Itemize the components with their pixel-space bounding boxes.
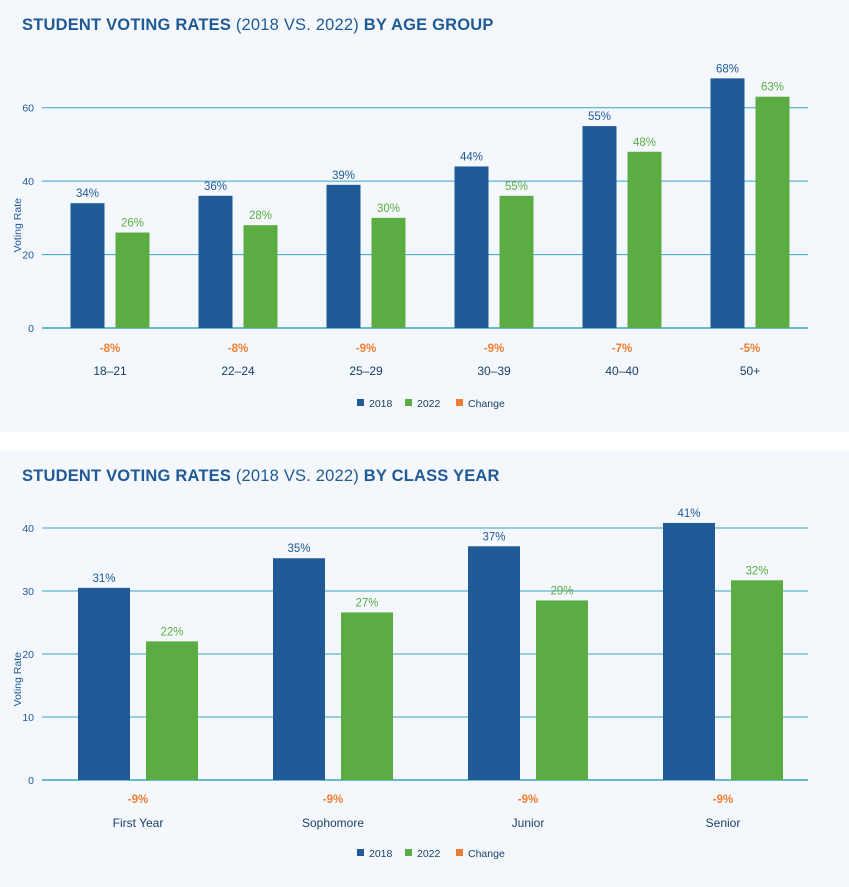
change-label: -9%: [356, 343, 376, 355]
data-label-2018: 35%: [287, 543, 310, 555]
x-tick-label: 40–40: [605, 364, 639, 378]
data-label-2018: 68%: [716, 63, 739, 75]
class-year-chart-panel: STUDENT VOTING RATES (2018 VS. 2022) BY …: [0, 451, 849, 887]
data-label-2018: 39%: [332, 170, 355, 182]
x-tick-label: Sophomore: [302, 816, 364, 830]
x-tick-label: 18–21: [93, 364, 127, 378]
bar-2022: [731, 580, 783, 780]
data-label-2022: 26%: [121, 218, 144, 230]
y-tick-label: 30: [22, 586, 34, 598]
y-tick-label: 10: [22, 712, 34, 724]
data-label-2022: 48%: [633, 137, 656, 149]
data-label-2018: 34%: [76, 188, 99, 200]
age-group-chart-panel: STUDENT VOTING RATES (2018 VS. 2022) BY …: [0, 0, 849, 432]
class-year-bar-chart: Voting Rate 0 10 20 30 40 31% 22% -9% First Year 3…: [12, 508, 808, 860]
change-label: -9%: [484, 343, 504, 355]
y-tick-label: 0: [28, 775, 34, 787]
bar-2018: [273, 558, 325, 780]
data-label-2018: 36%: [204, 181, 227, 193]
legend-swatch: [456, 399, 463, 406]
y-tick-label: 40: [22, 176, 34, 188]
legend-label: 2022: [417, 398, 441, 410]
data-label-2022: 28%: [249, 210, 272, 222]
bar-2022: [371, 217, 406, 328]
bar-2018: [710, 78, 745, 328]
legend-swatch: [405, 849, 412, 856]
y-tick-label: 0: [28, 323, 34, 335]
change-label: -9%: [713, 794, 733, 806]
legend-swatch: [405, 399, 412, 406]
data-label-2022: 55%: [505, 181, 528, 193]
x-tick-label: Junior: [512, 816, 545, 830]
legend-label: 2018: [369, 848, 393, 860]
legend-swatch: [357, 849, 364, 856]
age-group-bar-chart: Voting Rate 0 20 40 60 34% 26% -8% 18–21 36% 28% -8…: [12, 63, 808, 410]
data-label-2018: 55%: [588, 111, 611, 123]
y-tick-label: 40: [22, 523, 34, 535]
change-label: -8%: [228, 343, 248, 355]
change-label: -9%: [323, 794, 343, 806]
legend-label: 2022: [417, 848, 441, 860]
data-label-2022: 29%: [550, 585, 573, 597]
bar-2018: [468, 546, 520, 780]
bar-2022: [536, 600, 588, 780]
y-axis-label: Voting Rate: [12, 652, 24, 706]
bar-2022: [115, 232, 150, 328]
x-tick-label: 50+: [740, 364, 760, 378]
y-tick-label: 20: [22, 649, 34, 661]
bar-2018: [663, 522, 715, 780]
change-label: -8%: [100, 343, 120, 355]
y-axis-label: Voting Rate: [12, 198, 24, 252]
x-tick-label: First Year: [113, 816, 164, 830]
change-label: -5%: [740, 343, 760, 355]
x-tick-label: 22–24: [221, 364, 255, 378]
data-label-2022: 32%: [745, 565, 768, 577]
change-label: -7%: [612, 343, 632, 355]
chart-title: STUDENT VOTING RATES (2018 VS. 2022) BY …: [22, 16, 494, 34]
bar-2022: [243, 225, 278, 328]
y-tick-label: 60: [22, 103, 34, 115]
bar-2018: [326, 184, 361, 328]
bar-2022: [341, 612, 393, 780]
legend-label: Change: [468, 848, 505, 860]
data-label-2018: 37%: [482, 531, 505, 543]
data-label-2022: 22%: [160, 626, 183, 638]
legend-swatch: [456, 849, 463, 856]
legend-label: Change: [468, 398, 505, 410]
data-label-2022: 63%: [761, 82, 784, 94]
data-label-2018: 31%: [92, 573, 115, 585]
data-label-2018: 41%: [677, 508, 700, 520]
data-label-2022: 27%: [355, 597, 378, 609]
bar-2018: [198, 195, 233, 328]
x-tick-label: Senior: [706, 816, 741, 830]
x-tick-label: 25–29: [349, 364, 383, 378]
bar-2022: [755, 96, 790, 328]
bar-2018: [582, 126, 617, 328]
data-label-2018: 44%: [460, 151, 483, 163]
change-label: -9%: [518, 794, 538, 806]
bar-2022: [499, 195, 534, 328]
change-label: -9%: [128, 794, 148, 806]
y-tick-label: 20: [22, 250, 34, 262]
chart-title: STUDENT VOTING RATES (2018 VS. 2022) BY …: [22, 467, 500, 485]
x-tick-label: 30–39: [477, 364, 511, 378]
data-label-2022: 30%: [377, 203, 400, 215]
bar-2022: [146, 641, 198, 780]
bar-2018: [70, 203, 105, 328]
legend-swatch: [357, 399, 364, 406]
bar-2018: [454, 166, 489, 328]
bar-2018: [78, 587, 130, 780]
bar-2022: [627, 151, 662, 328]
legend-label: 2018: [369, 398, 393, 410]
